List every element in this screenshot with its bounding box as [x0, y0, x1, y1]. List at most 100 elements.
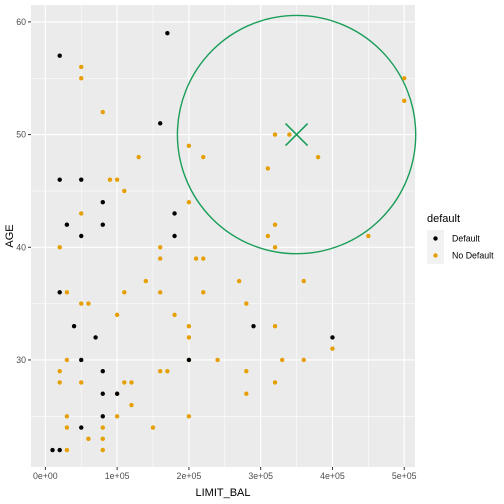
legend-label: Default: [452, 234, 480, 244]
point-default: [79, 357, 84, 363]
point-no-default: [165, 369, 170, 374]
point-no-default: [79, 301, 84, 306]
point-no-default: [64, 425, 70, 430]
y-tick-label: 60: [16, 17, 26, 27]
point-no-default: [100, 109, 105, 115]
point-no-default: [215, 357, 220, 363]
point-no-default: [330, 346, 335, 351]
y-axis-title: AGE: [4, 224, 16, 247]
x-tick-label: 4e+05: [320, 471, 345, 481]
x-axis-title: LIMIT_BAL: [195, 487, 250, 499]
point-no-default: [64, 447, 70, 453]
point-no-default: [86, 436, 91, 442]
legend-items: Default No Default: [427, 230, 494, 264]
point-no-default: [122, 188, 127, 194]
point-no-default: [79, 380, 84, 385]
point-default: [57, 53, 62, 58]
point-default: [57, 447, 62, 453]
plot-panel: [31, 5, 415, 467]
point-default: [251, 323, 256, 329]
annotations-layer: [176, 14, 417, 255]
point-no-default: [315, 154, 321, 160]
point-default: [172, 233, 177, 239]
point-no-default: [100, 447, 105, 453]
point-no-default: [301, 357, 306, 363]
point-default: [57, 177, 62, 182]
point-no-default: [272, 222, 278, 227]
point-no-default: [244, 369, 249, 374]
x-axis: 0e+00 1e+05 2e+05 3e+05 4e+05 5e+05: [33, 467, 417, 481]
point-default: [157, 121, 163, 126]
point-no-default: [244, 391, 249, 396]
point-no-default: [57, 380, 62, 385]
point-default: [172, 211, 177, 216]
point-no-default: [100, 436, 105, 442]
point-no-default: [64, 290, 70, 295]
point-no-default: [143, 278, 149, 284]
legend-label: No Default: [452, 251, 494, 261]
point-default: [64, 222, 70, 227]
point-no-default: [272, 380, 278, 385]
point-no-default: [150, 425, 156, 430]
point-no-default: [57, 369, 62, 374]
point-no-default: [201, 154, 206, 160]
point-no-default: [186, 414, 192, 419]
point-default: [93, 335, 98, 340]
point-no-default: [201, 256, 206, 261]
x-tick-label: 0e+00: [33, 471, 58, 481]
point-no-default: [122, 290, 127, 295]
point-default: [100, 222, 105, 227]
point-default: [79, 425, 84, 430]
point-default: [100, 391, 105, 396]
point-no-default: [201, 290, 206, 295]
point-no-default: [57, 245, 62, 250]
point-no-default: [186, 323, 192, 329]
y-tick-label: 30: [16, 355, 26, 365]
x-tick-label: 1e+05: [105, 471, 130, 481]
point-no-default: [287, 132, 292, 137]
highlight-circle: [176, 14, 417, 255]
y-tick-label: 50: [16, 130, 26, 140]
point-default: [50, 447, 55, 453]
center-cross-line: [285, 123, 309, 147]
legend-title: default: [427, 213, 460, 225]
point-no-default: [122, 380, 127, 385]
point-no-default: [280, 357, 285, 363]
point-no-default: [64, 357, 70, 363]
point-no-default: [129, 402, 134, 408]
point-no-default: [402, 76, 407, 81]
point-no-default: [272, 245, 278, 250]
point-no-default: [79, 64, 84, 70]
point-no-default: [366, 233, 371, 239]
point-no-default: [157, 369, 163, 374]
point-default: [186, 357, 192, 363]
legend-key-dot: [433, 253, 438, 258]
point-no-default: [136, 154, 141, 160]
y-tick-label: 40: [16, 242, 26, 252]
point-no-default: [64, 414, 70, 419]
y-axis: 30 40 50 60: [16, 17, 31, 365]
point-no-default: [157, 290, 163, 295]
point-no-default: [79, 211, 84, 216]
point-default: [79, 177, 84, 182]
point-no-default: [114, 312, 120, 318]
x-tick-label: 2e+05: [177, 471, 202, 481]
point-default: [57, 290, 62, 295]
point-no-default: [86, 301, 91, 306]
point-default: [100, 414, 105, 419]
point-no-default: [301, 278, 306, 284]
point-no-default: [272, 132, 278, 137]
point-no-default: [193, 256, 199, 261]
point-default: [79, 233, 84, 239]
legend: default Default No Default: [427, 213, 494, 264]
point-no-default: [100, 425, 105, 430]
point-no-default: [186, 335, 192, 340]
point-no-default: [157, 256, 163, 261]
point-default: [100, 369, 105, 374]
point-no-default: [244, 301, 249, 306]
point-no-default: [157, 245, 163, 250]
point-no-default: [402, 98, 407, 103]
point-no-default: [107, 177, 113, 182]
point-no-default: [114, 177, 120, 182]
